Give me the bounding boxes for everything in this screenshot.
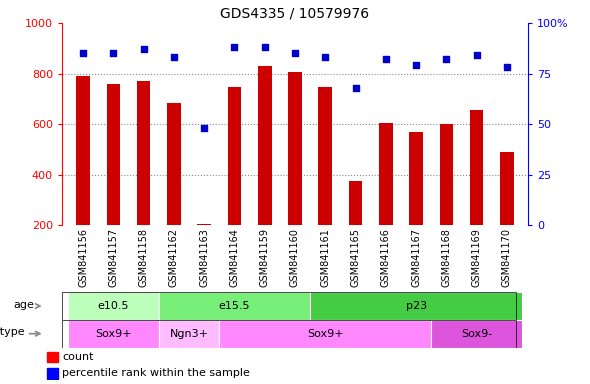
Point — [351, 84, 360, 91]
Bar — [68, 292, 159, 320]
Point — [260, 44, 270, 50]
Bar — [409, 132, 423, 225]
Text: e10.5: e10.5 — [98, 301, 129, 311]
Text: GSM841158: GSM841158 — [139, 228, 149, 287]
Bar — [159, 320, 219, 348]
Text: cell type: cell type — [0, 327, 25, 337]
Text: GSM841156: GSM841156 — [78, 228, 88, 287]
Bar — [258, 66, 271, 225]
Text: age: age — [13, 300, 34, 310]
Text: GSM841159: GSM841159 — [260, 228, 270, 287]
Text: GSM841163: GSM841163 — [199, 228, 209, 286]
Text: GSM841168: GSM841168 — [441, 228, 451, 286]
Bar — [76, 76, 90, 225]
Bar — [47, 368, 58, 379]
Point — [139, 46, 149, 52]
Text: count: count — [62, 352, 93, 362]
Point — [290, 50, 300, 56]
Text: e15.5: e15.5 — [219, 301, 250, 311]
Bar — [228, 88, 241, 225]
Text: percentile rank within the sample: percentile rank within the sample — [62, 368, 250, 378]
Point — [230, 44, 239, 50]
Point — [109, 50, 118, 56]
Point — [441, 56, 451, 63]
Text: GSM841169: GSM841169 — [471, 228, 481, 286]
Bar — [349, 181, 362, 225]
Bar — [167, 103, 181, 225]
Bar — [137, 81, 150, 225]
Text: Sox9-: Sox9- — [461, 329, 492, 339]
Bar — [219, 320, 431, 348]
Bar — [47, 352, 58, 362]
Bar — [470, 110, 483, 225]
Bar — [310, 292, 522, 320]
Point — [472, 52, 481, 58]
Point — [169, 54, 179, 60]
Bar — [159, 292, 310, 320]
Bar — [500, 152, 514, 225]
Bar — [431, 320, 522, 348]
Text: GSM841170: GSM841170 — [502, 228, 512, 287]
Text: GSM841166: GSM841166 — [381, 228, 391, 286]
Text: Ngn3+: Ngn3+ — [169, 329, 209, 339]
Bar — [68, 320, 159, 348]
Point — [78, 50, 88, 56]
Text: p23: p23 — [405, 301, 427, 311]
Point — [381, 56, 391, 63]
Bar — [198, 224, 211, 225]
Bar — [288, 72, 302, 225]
Title: GDS4335 / 10579976: GDS4335 / 10579976 — [221, 7, 369, 20]
Text: GSM841157: GSM841157 — [109, 228, 119, 287]
Text: GSM841167: GSM841167 — [411, 228, 421, 287]
Text: Sox9+: Sox9+ — [307, 329, 343, 339]
Text: GSM841165: GSM841165 — [350, 228, 360, 287]
Point — [199, 125, 209, 131]
Bar — [107, 84, 120, 225]
Bar — [379, 123, 392, 225]
Text: Sox9+: Sox9+ — [95, 329, 132, 339]
Text: GSM841160: GSM841160 — [290, 228, 300, 286]
Bar — [319, 88, 332, 225]
Text: GSM841161: GSM841161 — [320, 228, 330, 286]
Point — [502, 65, 512, 71]
Point — [320, 54, 330, 60]
Bar — [440, 124, 453, 225]
Point — [411, 62, 421, 68]
Text: GSM841164: GSM841164 — [230, 228, 240, 286]
Text: GSM841162: GSM841162 — [169, 228, 179, 287]
